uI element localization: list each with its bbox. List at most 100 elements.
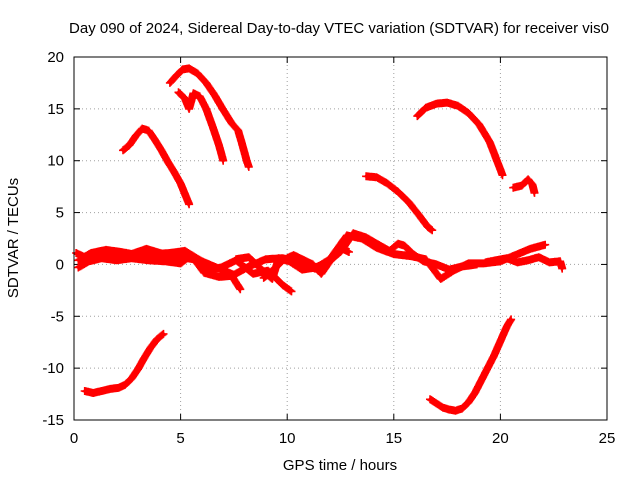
data-point: [147, 258, 151, 262]
data-point: [434, 102, 438, 106]
data-point: [183, 249, 187, 253]
data-point: [277, 256, 281, 260]
data-point: [238, 287, 242, 291]
data-point: [270, 269, 274, 273]
data-point: [234, 257, 238, 261]
data-point: [494, 258, 498, 262]
data-point: [501, 173, 505, 177]
data-point: [509, 317, 513, 321]
plot-frame: [73, 56, 608, 421]
data-point: [87, 259, 91, 263]
data-point: [89, 251, 93, 255]
data-point: [251, 272, 255, 276]
data-point: [159, 148, 163, 152]
data-point: [262, 276, 266, 280]
data-point: [289, 289, 293, 293]
series-trace: [80, 329, 168, 397]
data-point: [547, 260, 551, 264]
y-tick-label: 20: [47, 49, 64, 66]
data-point: [434, 401, 438, 405]
data-point: [486, 366, 490, 370]
data-point: [477, 122, 481, 126]
data-point: [168, 81, 172, 85]
data-point: [164, 259, 168, 263]
data-point: [142, 356, 146, 360]
x-tick-label: 0: [70, 430, 78, 447]
data-point: [149, 345, 153, 349]
data-point: [526, 177, 530, 181]
x-tick-labels: 0 5 10 15 20 25: [70, 430, 616, 447]
data-point: [402, 244, 406, 248]
data-point: [392, 252, 396, 256]
data-point: [375, 175, 379, 179]
data-point: [100, 389, 104, 393]
data-point: [375, 242, 379, 246]
data-point: [260, 268, 264, 272]
data-point: [428, 397, 432, 401]
data-point: [140, 127, 144, 131]
data-point: [236, 129, 240, 133]
data-point: [202, 271, 206, 275]
data-point: [498, 339, 502, 343]
data-point: [560, 267, 564, 271]
data-point: [187, 66, 191, 70]
data-point: [189, 253, 193, 257]
data-point: [217, 143, 221, 147]
data-point: [347, 250, 351, 254]
data-point: [240, 143, 244, 147]
data-point: [196, 72, 200, 76]
y-tick-label: 5: [56, 205, 64, 222]
data-point: [83, 389, 87, 393]
data-point: [494, 157, 498, 161]
data-point: [447, 408, 451, 412]
data-point: [454, 409, 458, 413]
data-point: [179, 182, 183, 186]
data-point: [466, 111, 470, 115]
data-point: [134, 134, 138, 138]
data-point: [187, 202, 191, 206]
data-point: [245, 159, 249, 163]
data-point: [492, 354, 496, 358]
data-point: [100, 256, 104, 260]
data-point: [439, 277, 443, 281]
data-point: [407, 200, 411, 204]
x-tick-label: 20: [492, 430, 509, 447]
data-point: [230, 274, 234, 278]
data-point: [558, 259, 562, 263]
data-point: [530, 183, 534, 187]
y-tick-label: -15: [42, 412, 64, 429]
data-point: [130, 377, 134, 381]
data-point: [281, 258, 285, 262]
data-point: [456, 104, 460, 108]
data-point: [247, 165, 251, 169]
data-point: [123, 383, 127, 387]
data-point: [166, 160, 170, 164]
data-point: [441, 406, 445, 410]
data-point: [364, 235, 368, 239]
data-point: [219, 266, 223, 270]
data-point: [76, 266, 80, 270]
data-point: [430, 228, 434, 232]
data-point: [247, 255, 251, 259]
x-tick-label: 25: [599, 430, 616, 447]
data-point: [179, 261, 183, 265]
data-point: [136, 367, 140, 371]
data-point: [183, 192, 187, 196]
series-arc-3: [174, 88, 228, 165]
y-tick-label: -10: [42, 360, 64, 377]
series-arc-2: [165, 64, 253, 171]
data-point: [179, 255, 183, 259]
data-point: [153, 138, 157, 142]
data-point: [198, 94, 202, 98]
data-point: [513, 253, 517, 257]
y-tick-labels: -15 -10 -5 0 5 10 15 20: [42, 49, 64, 429]
data-point: [311, 262, 315, 266]
data-point: [176, 90, 180, 94]
data-point: [526, 258, 530, 262]
data-point: [460, 265, 464, 269]
data-point: [191, 91, 195, 95]
data-point: [447, 268, 451, 272]
series-arc-14: [426, 315, 516, 415]
data-point: [162, 252, 166, 256]
